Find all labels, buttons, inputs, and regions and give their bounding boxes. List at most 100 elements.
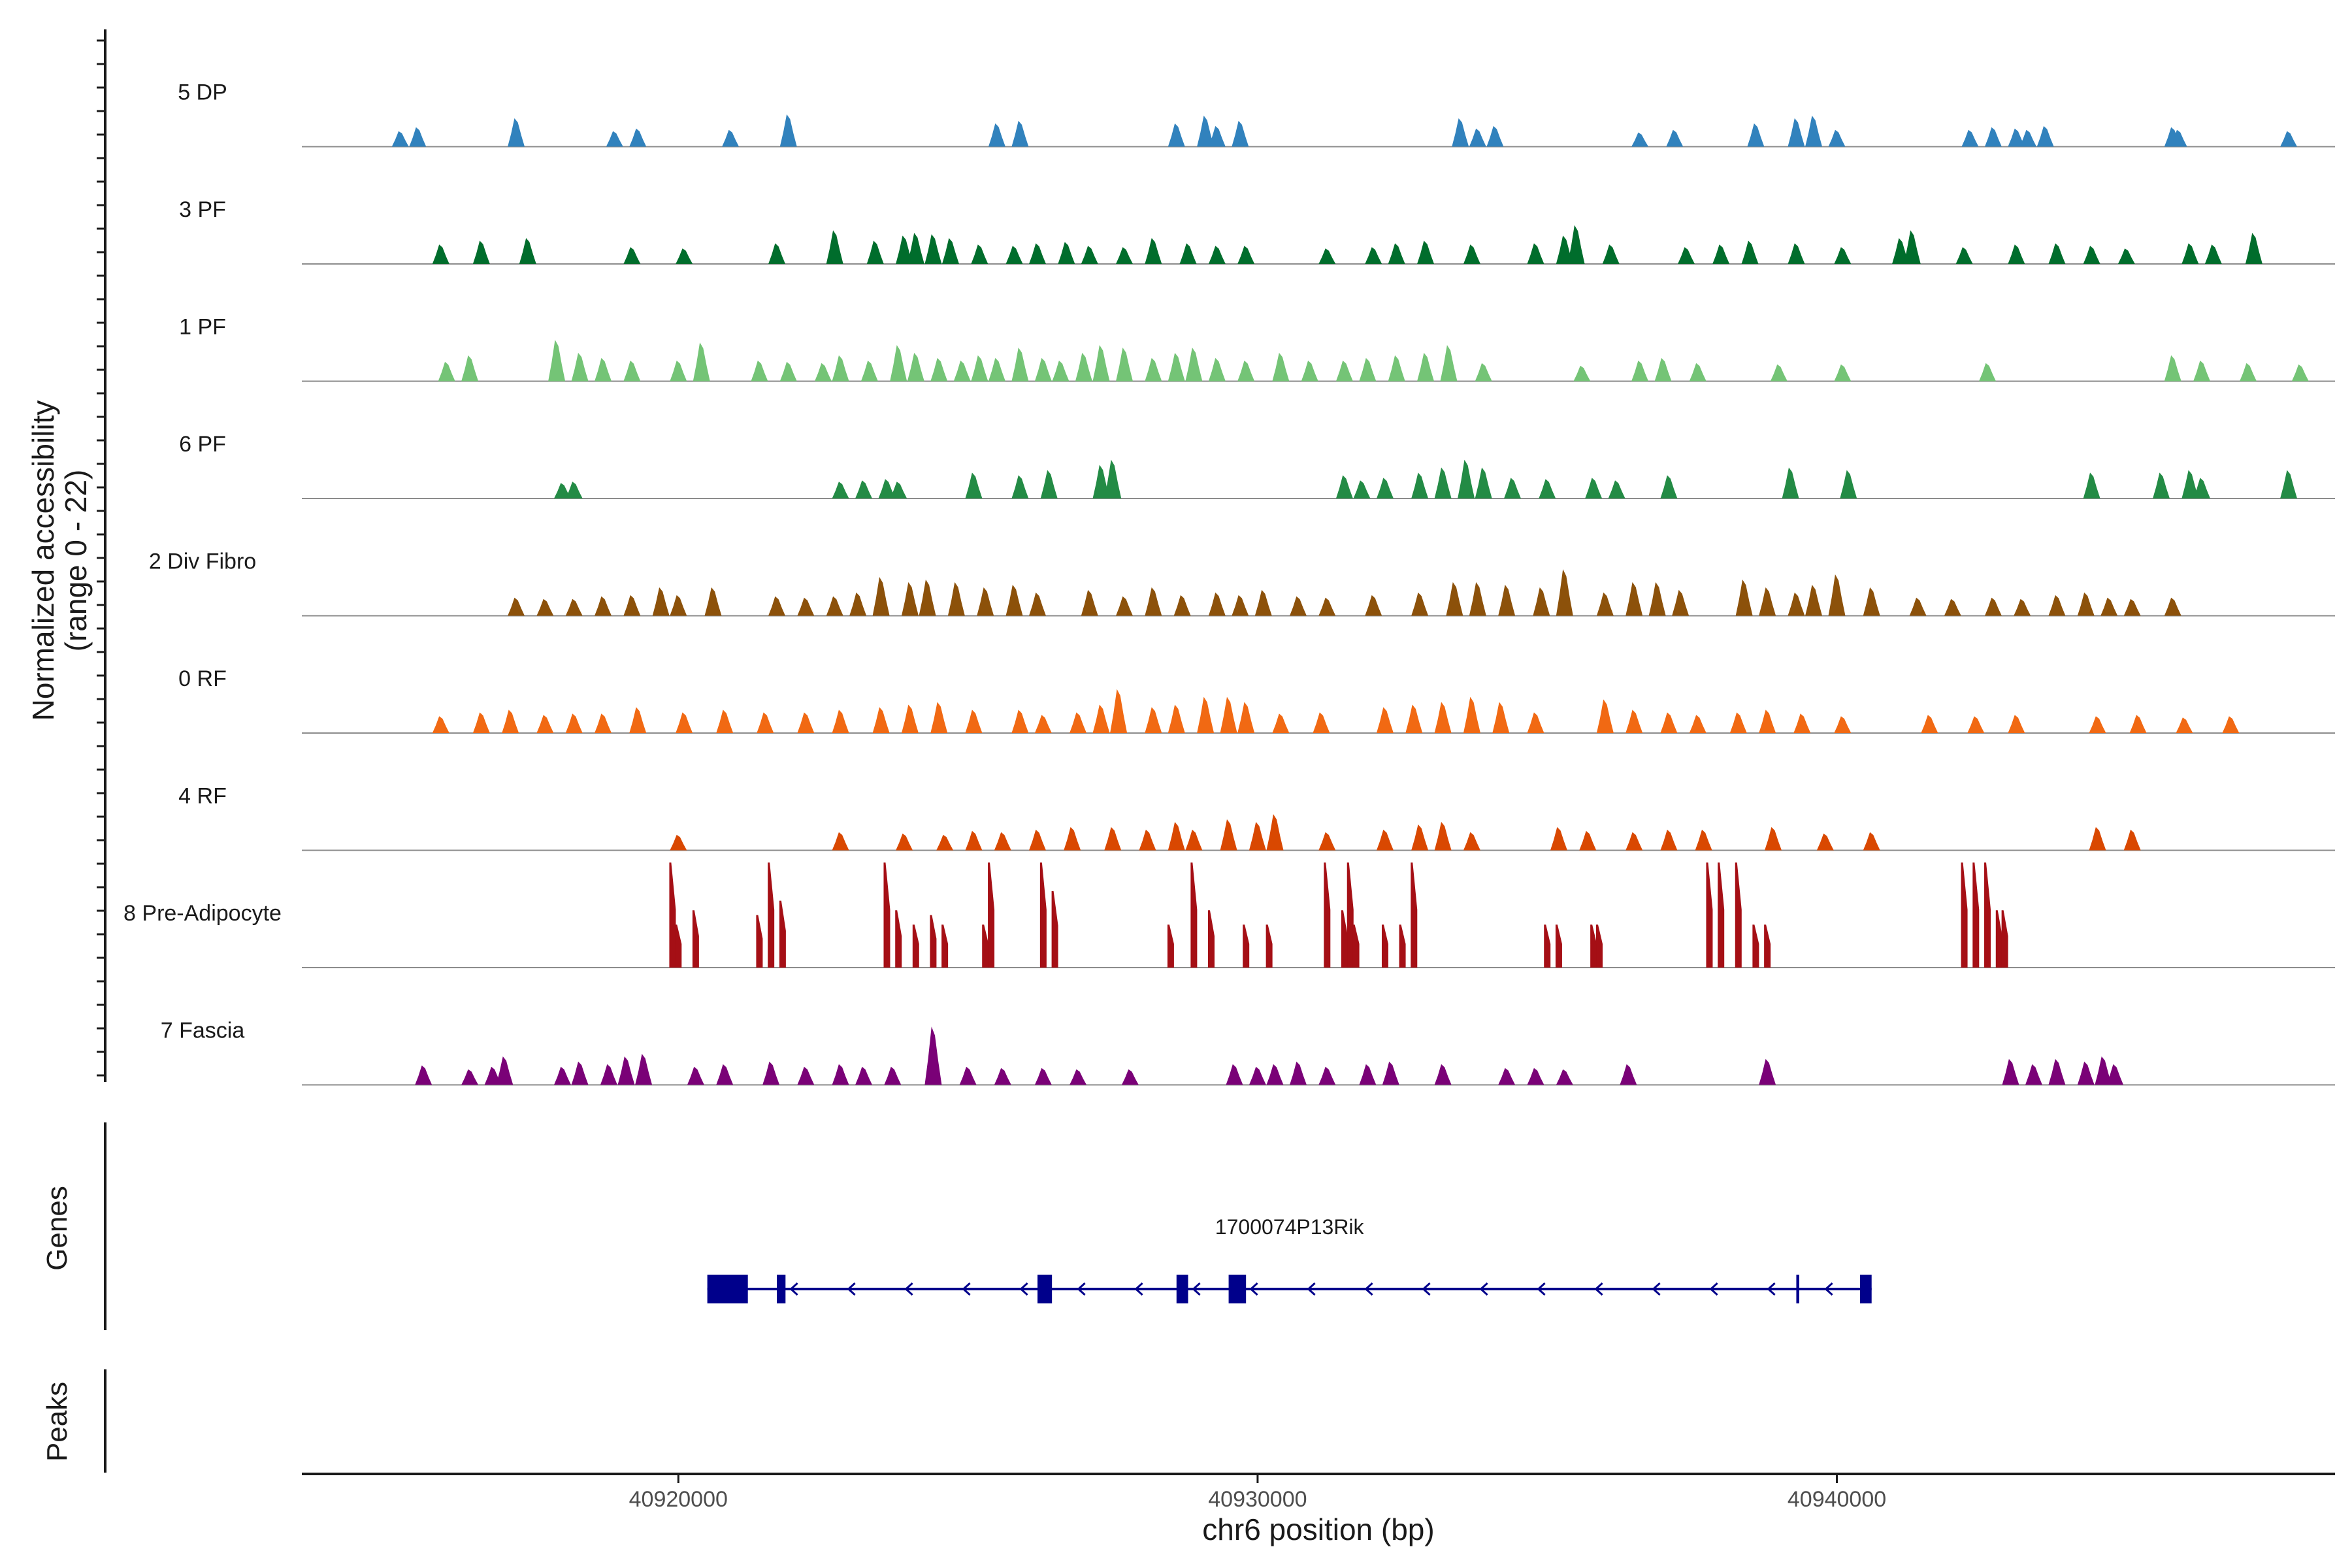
coverage-peak (1527, 243, 1544, 264)
coverage-peak (1220, 819, 1237, 851)
coverage-peak (1318, 597, 1336, 616)
coverage-peak (832, 1064, 849, 1085)
coverage-peak (1863, 587, 1880, 616)
coverage-peak (1028, 592, 1046, 616)
coverage-peak (1249, 821, 1266, 851)
coverage-peak (1301, 360, 1318, 382)
coverage-peak (675, 924, 682, 968)
coverage-peak (1232, 595, 1249, 616)
coverage-peak (1417, 240, 1435, 264)
track-2: 1 PF (179, 315, 2335, 382)
coverage-peak (896, 235, 913, 264)
coverage-peak (1341, 910, 1348, 968)
coverage-peak (1752, 924, 1759, 968)
coverage-peak (1735, 580, 1753, 616)
coverage-peak (1347, 862, 1354, 968)
coverage-peak (1185, 829, 1203, 851)
coverage-peak (1788, 243, 1805, 264)
coverage-peak (1840, 470, 1857, 498)
coverage-peak (2089, 826, 2106, 851)
coverage-peak (1028, 243, 1046, 264)
coverage-peak (797, 712, 815, 733)
coverage-peak (2170, 129, 2187, 147)
coverage-peak (2077, 592, 2095, 616)
coverage-peak (965, 830, 983, 851)
coverage-peak (1313, 712, 1330, 733)
coverage-peak (1816, 833, 1834, 851)
track-7: 8 Pre-Adipocyte (123, 862, 2335, 968)
coverage-peak (1805, 584, 1823, 616)
coverage-peak (1011, 710, 1029, 733)
coverage-peak (1335, 475, 1353, 498)
coverage-peak (1237, 246, 1255, 264)
coverage-peak (1585, 478, 1603, 498)
coverage-peak (1596, 924, 1603, 968)
coverage-peak (1272, 713, 1290, 733)
coverage-peak (1173, 595, 1191, 616)
coverage-peak (1064, 826, 1081, 851)
coverage-peak (635, 1053, 653, 1085)
coverage-peak (1602, 244, 1620, 264)
coverage-peak (1075, 352, 1092, 382)
coverage-peak (432, 716, 449, 733)
track-label: 5 DP (178, 80, 227, 105)
coverage-peak (832, 832, 849, 851)
coverage-peak (2291, 364, 2309, 382)
coverage-peak (1596, 592, 1614, 616)
coverage-peak (907, 233, 924, 264)
coverage-peak (1376, 707, 1394, 733)
coverage-peak (1220, 696, 1237, 733)
coverage-peak (1145, 238, 1162, 264)
coverage-peak (1498, 1068, 1516, 1085)
coverage-peak (872, 707, 890, 733)
coverage-peak (1741, 240, 1759, 264)
coverage-peak (779, 361, 797, 382)
coverage-peak (2123, 598, 2141, 616)
coverage-peak (901, 704, 919, 733)
coverage-peak (1979, 363, 1997, 382)
coverage-peak (623, 247, 641, 264)
coverage-peak (1405, 704, 1423, 733)
coverage-peak (1863, 832, 1880, 851)
coverage-peak (1272, 352, 1290, 382)
coverage-peak (1788, 592, 1805, 616)
coverage-peak (508, 597, 525, 616)
coverage-peak (1039, 862, 1047, 968)
coverage-peak (1266, 814, 1284, 851)
coverage-peak (1759, 1058, 1776, 1085)
coverage-peak (1139, 829, 1156, 851)
coverage-peak (1475, 363, 1492, 382)
coverage-peak (553, 1066, 571, 1085)
coverage-peak (971, 355, 988, 382)
coverage-peak (872, 577, 890, 616)
gene-exon (777, 1275, 786, 1303)
coverage-peak (1834, 247, 1852, 264)
coverage-peak (2245, 233, 2262, 264)
coverage-peak (1388, 355, 1405, 382)
coverage-peak (1504, 478, 1522, 498)
coverage-peak (768, 243, 786, 264)
coverage-peak (472, 712, 490, 733)
coverage-peak (1289, 596, 1307, 616)
coverage-peak (1417, 352, 1435, 382)
coverage-peak (1359, 357, 1377, 382)
track-6: 4 RF (178, 784, 2335, 851)
coverage-peak (1052, 360, 1070, 382)
coverage-peak (1440, 345, 1458, 382)
coverage-peak (1984, 862, 1991, 968)
track-label: 3 PF (179, 197, 226, 222)
coverage-peak (2083, 472, 2100, 498)
coverage-peak (1527, 712, 1544, 733)
coverage-peak (409, 127, 427, 147)
coverage-peak (670, 595, 687, 616)
coverage-peak (2204, 244, 2222, 264)
coverage-peak (1995, 910, 2002, 968)
coverage-peak (2164, 597, 2181, 616)
track-label: 4 RF (178, 784, 227, 809)
coverage-peak (930, 915, 937, 968)
coverage-peak (432, 244, 449, 264)
gene-exon (1228, 1275, 1247, 1303)
coverage-peak (1115, 247, 1133, 264)
coverage-peak (1110, 689, 1128, 733)
